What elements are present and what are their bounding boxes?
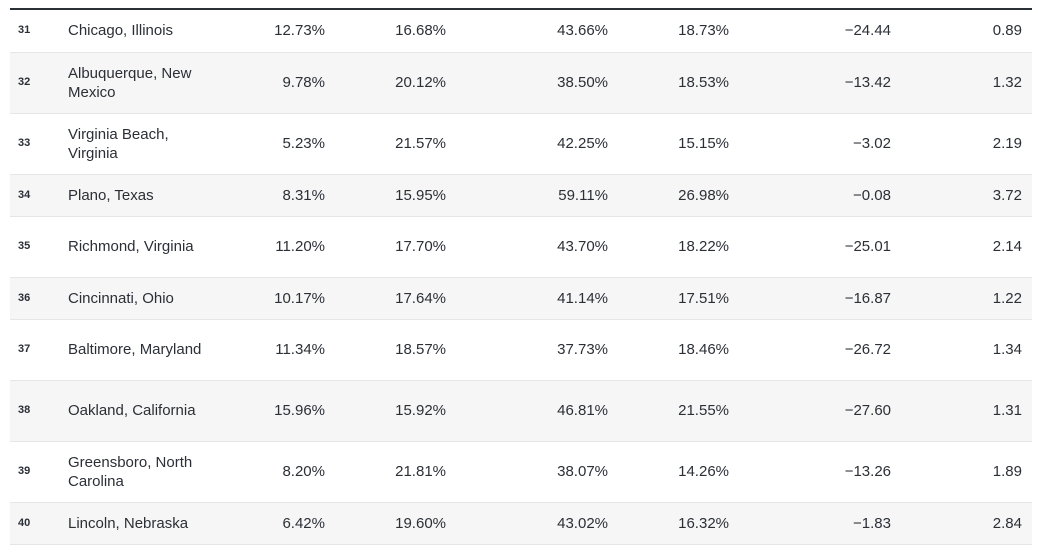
value-cell-5: −0.08 — [853, 186, 891, 204]
value-cell-5: −27.60 — [844, 402, 891, 419]
value-cell-2: 19.60% — [395, 514, 446, 532]
rankings-table-container: 31 Chicago, Illinois 12.73% 16.68% 43.66% 18.… — [10, 0, 1032, 545]
value-cell-5: −1.83 — [853, 514, 891, 532]
value-cell-2: 21.81% — [395, 463, 446, 480]
value-cell-1: 12.73% — [274, 22, 325, 40]
value-cell-6: 3.72 — [992, 186, 1022, 204]
value-cell-6: 1.89 — [992, 463, 1022, 480]
value-cell-3: 38.50% — [557, 74, 608, 91]
value-cell-1: 8.20% — [282, 463, 325, 480]
value-cell-4: 18.73% — [678, 22, 729, 40]
city-cell: Cincinnati, Ohio — [68, 289, 174, 307]
value-cell-3: 37.73% — [557, 341, 608, 358]
value-cell-3: 46.81% — [557, 402, 608, 419]
value-cell-3: 59.11% — [558, 186, 608, 204]
value-cell-5: −25.01 — [844, 238, 891, 255]
value-cell-2: 18.57% — [395, 341, 446, 358]
value-cell-6: 1.31 — [992, 402, 1022, 419]
value-cell-6: 1.22 — [992, 289, 1022, 307]
value-cell-3: 38.07% — [557, 463, 608, 480]
table-body: 31 Chicago, Illinois 12.73% 16.68% 43.66% 18.… — [10, 10, 1032, 544]
table-row: 37 Baltimore, Maryland 11.34% 18.57% 37.73% 1… — [10, 319, 1032, 380]
city-cell: Virginia Beach, Virginia — [68, 125, 169, 162]
city-cell: Oakland, California — [68, 402, 196, 419]
value-cell-3: 42.25% — [557, 135, 608, 152]
value-cell-5: −16.87 — [844, 289, 891, 307]
value-cell-4: 16.32% — [678, 514, 729, 532]
city-cell: Baltimore, Maryland — [68, 341, 202, 358]
table-row: 32 Albuquerque, New Mexico 9.78% 20.12% 38.5… — [10, 52, 1032, 113]
value-cell-2: 15.95% — [395, 186, 446, 204]
value-cell-1: 10.17% — [274, 289, 325, 307]
table-row: 40 Lincoln, Nebraska 6.42% 19.60% 43.02% 16.3… — [10, 502, 1032, 544]
value-cell-1: 11.34% — [275, 341, 325, 358]
rank-cell: 39 — [18, 465, 31, 477]
value-cell-3: 41.14% — [557, 289, 608, 307]
city-cell: Chicago, Illinois — [68, 22, 174, 40]
rank-cell: 37 — [18, 343, 31, 355]
value-cell-6: 1.32 — [992, 74, 1022, 91]
rank-cell: 38 — [18, 404, 31, 416]
value-cell-2: 20.12% — [395, 74, 446, 91]
value-cell-2: 15.92% — [395, 402, 446, 419]
value-cell-1: 9.78% — [282, 74, 325, 91]
table-row: 33 Virginia Beach, Virginia 5.23% 21.57% 42.… — [10, 113, 1032, 174]
value-cell-6: 1.34 — [992, 341, 1022, 358]
value-cell-4: 15.15% — [678, 135, 729, 152]
rank-cell: 35 — [18, 240, 31, 252]
value-cell-2: 16.68% — [395, 22, 446, 40]
city-cell: Richmond, Virginia — [68, 238, 194, 255]
value-cell-1: 5.23% — [282, 135, 325, 152]
rank-cell: 31 — [18, 24, 31, 37]
value-cell-1: 6.42% — [282, 514, 325, 532]
value-cell-2: 17.64% — [395, 289, 446, 307]
value-cell-5: −26.72 — [844, 341, 891, 358]
table-row: 35 Richmond, Virginia 11.20% 17.70% 43.70% 18… — [10, 216, 1032, 277]
value-cell-2: 21.57% — [395, 135, 446, 152]
value-cell-5: −13.26 — [844, 463, 891, 480]
rank-cell: 32 — [18, 76, 31, 88]
rank-cell: 40 — [18, 516, 31, 529]
table-row: 38 Oakland, California 15.96% 15.92% 46.81% 2… — [10, 380, 1032, 441]
value-cell-4: 18.22% — [678, 238, 729, 255]
value-cell-4: 26.98% — [678, 186, 729, 204]
rank-cell: 36 — [18, 291, 31, 304]
value-cell-6: 2.19 — [992, 135, 1022, 152]
city-cell: Greensboro, North Carolina — [68, 453, 193, 490]
value-cell-4: 18.46% — [678, 341, 729, 358]
value-cell-4: 17.51% — [678, 289, 729, 307]
value-cell-1: 15.96% — [274, 402, 325, 419]
city-cell: Plano, Texas — [68, 186, 154, 204]
value-cell-4: 14.26% — [678, 463, 729, 480]
value-cell-5: −13.42 — [844, 74, 891, 91]
rank-cell: 34 — [18, 188, 31, 201]
value-cell-3: 43.66% — [557, 22, 608, 40]
value-cell-4: 18.53% — [678, 74, 729, 91]
value-cell-3: 43.02% — [557, 514, 608, 532]
value-cell-5: −3.02 — [853, 135, 891, 152]
table-row: 34 Plano, Texas 8.31% 15.95% 59.11% 26.98% −0.… — [10, 174, 1032, 216]
value-cell-6: 2.14 — [992, 238, 1022, 255]
value-cell-2: 17.70% — [395, 238, 446, 255]
table-row: 31 Chicago, Illinois 12.73% 16.68% 43.66% 18.… — [10, 10, 1032, 52]
city-cell: Albuquerque, New Mexico — [68, 64, 192, 101]
value-cell-4: 21.55% — [678, 402, 729, 419]
table-row: 39 Greensboro, North Carolina 8.20% 21.81% 3… — [10, 441, 1032, 502]
city-cell: Lincoln, Nebraska — [68, 514, 189, 532]
table-row: 36 Cincinnati, Ohio 10.17% 17.64% 41.14% 17.5… — [10, 277, 1032, 319]
value-cell-6: 0.89 — [992, 22, 1022, 40]
value-cell-1: 8.31% — [282, 186, 325, 204]
table-top-rule — [10, 0, 1032, 10]
value-cell-6: 2.84 — [992, 514, 1022, 532]
value-cell-3: 43.70% — [557, 238, 608, 255]
value-cell-5: −24.44 — [844, 22, 891, 40]
value-cell-1: 11.20% — [275, 238, 325, 255]
rankings-table: 31 Chicago, Illinois 12.73% 16.68% 43.66% 18.… — [10, 10, 1032, 545]
rank-cell: 33 — [18, 137, 31, 149]
